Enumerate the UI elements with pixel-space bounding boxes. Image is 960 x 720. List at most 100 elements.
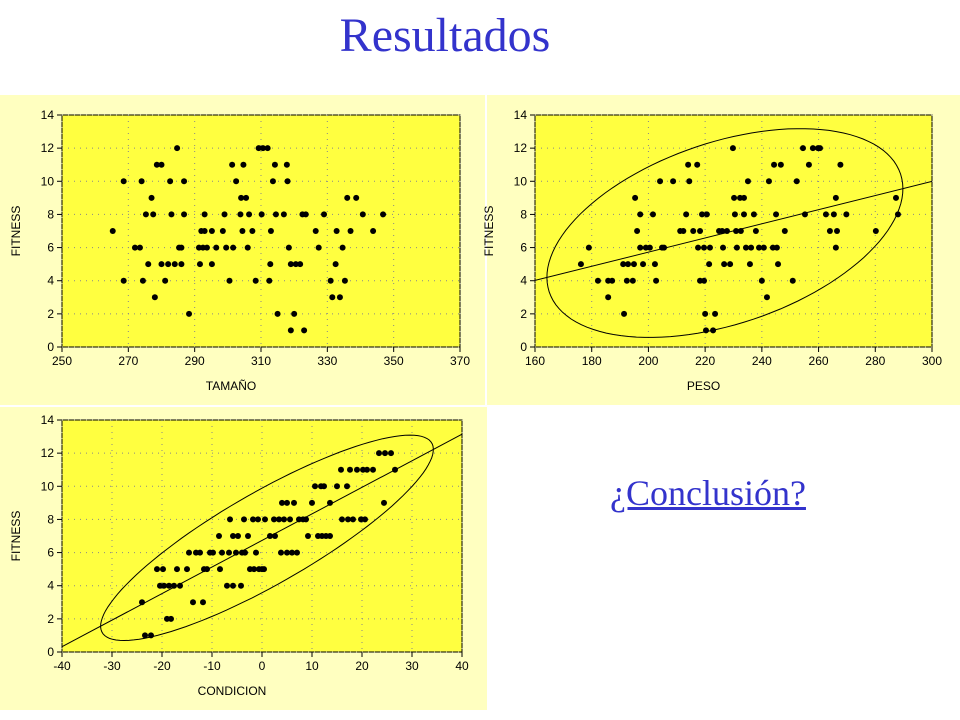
data-point xyxy=(267,228,274,234)
data-point xyxy=(748,244,755,251)
data-point xyxy=(777,161,784,168)
data-point xyxy=(171,582,177,589)
data-point xyxy=(333,228,340,234)
data-point xyxy=(694,161,701,168)
data-point xyxy=(670,178,677,185)
data-point xyxy=(272,211,279,218)
data-point xyxy=(661,244,668,251)
x-tick-label: 0 xyxy=(259,659,266,673)
data-point xyxy=(376,450,382,457)
x-tick-label: 370 xyxy=(450,354,470,368)
data-point xyxy=(160,566,166,573)
y-tick-label: 2 xyxy=(47,612,54,626)
data-point xyxy=(226,277,233,284)
y-tick-label: 8 xyxy=(47,207,54,221)
data-point xyxy=(760,244,767,251)
data-point xyxy=(347,466,353,473)
data-point xyxy=(272,533,278,539)
data-point xyxy=(832,244,839,251)
data-point xyxy=(388,450,394,457)
y-tick-label: 8 xyxy=(47,512,54,526)
data-point xyxy=(621,310,628,317)
data-point xyxy=(381,499,387,506)
data-point xyxy=(250,516,256,523)
data-point xyxy=(203,244,210,251)
data-point xyxy=(255,145,262,152)
x-tick-label: -10 xyxy=(203,659,221,673)
data-point xyxy=(280,211,287,218)
data-point xyxy=(271,516,277,523)
data-point xyxy=(294,549,300,556)
data-point xyxy=(177,582,183,589)
x-tick-label: 160 xyxy=(525,354,545,368)
data-point xyxy=(201,228,208,234)
data-point xyxy=(168,615,174,622)
data-point xyxy=(336,294,343,301)
x-tick-label: -20 xyxy=(153,659,171,673)
y-tick-label: 4 xyxy=(47,579,54,593)
data-point xyxy=(276,516,282,523)
x-tick-label: 30 xyxy=(405,659,419,673)
data-point xyxy=(680,228,687,234)
data-point xyxy=(771,161,778,168)
data-point xyxy=(162,277,169,284)
data-point xyxy=(246,211,253,218)
data-point xyxy=(197,549,203,556)
data-point xyxy=(217,566,223,573)
data-point xyxy=(872,228,879,234)
data-point xyxy=(657,178,664,185)
y-tick-label: 14 xyxy=(41,413,55,427)
data-point xyxy=(262,516,268,523)
data-point xyxy=(181,211,188,218)
data-point xyxy=(165,261,172,268)
data-point xyxy=(327,277,334,284)
x-axis-label: TAMAÑO xyxy=(206,379,256,393)
data-point xyxy=(729,145,736,152)
data-point xyxy=(219,228,226,234)
data-point xyxy=(345,516,351,523)
data-point xyxy=(302,211,309,218)
plot-area xyxy=(61,419,463,653)
data-point xyxy=(168,211,175,218)
data-point xyxy=(210,549,216,556)
data-point xyxy=(632,194,639,201)
data-point xyxy=(136,244,143,251)
x-tick-label: 280 xyxy=(865,354,885,368)
data-point xyxy=(701,277,708,284)
data-point xyxy=(740,194,747,201)
x-axis-label: PESO xyxy=(687,379,720,393)
data-point xyxy=(364,466,370,473)
x-tick-label: 20 xyxy=(355,659,369,673)
data-point xyxy=(167,178,174,185)
data-point xyxy=(312,228,319,234)
data-point xyxy=(240,161,247,168)
data-point xyxy=(131,244,138,251)
data-point xyxy=(347,228,354,234)
data-point xyxy=(837,161,844,168)
x-tick-label: -40 xyxy=(53,659,71,673)
data-point xyxy=(178,244,185,251)
data-point xyxy=(284,178,291,185)
y-tick-label: 12 xyxy=(514,141,528,155)
data-point xyxy=(629,277,636,284)
data-point xyxy=(701,244,708,251)
data-point xyxy=(830,211,837,218)
y-tick-label: 10 xyxy=(514,174,528,188)
data-point xyxy=(339,244,346,251)
data-point xyxy=(287,327,294,334)
x-tick-label: 330 xyxy=(317,354,337,368)
data-point xyxy=(822,211,829,218)
data-point xyxy=(148,194,155,201)
conclusion-link[interactable]: ¿Conclusión? xyxy=(610,473,806,513)
data-point xyxy=(267,533,273,539)
data-point xyxy=(291,499,297,506)
data-point xyxy=(350,516,356,523)
data-point xyxy=(744,178,751,185)
data-point xyxy=(266,277,273,284)
data-point xyxy=(154,566,160,573)
x-tick-label: 270 xyxy=(118,354,138,368)
data-point xyxy=(239,228,246,234)
data-point xyxy=(773,211,780,218)
data-point xyxy=(699,211,706,218)
